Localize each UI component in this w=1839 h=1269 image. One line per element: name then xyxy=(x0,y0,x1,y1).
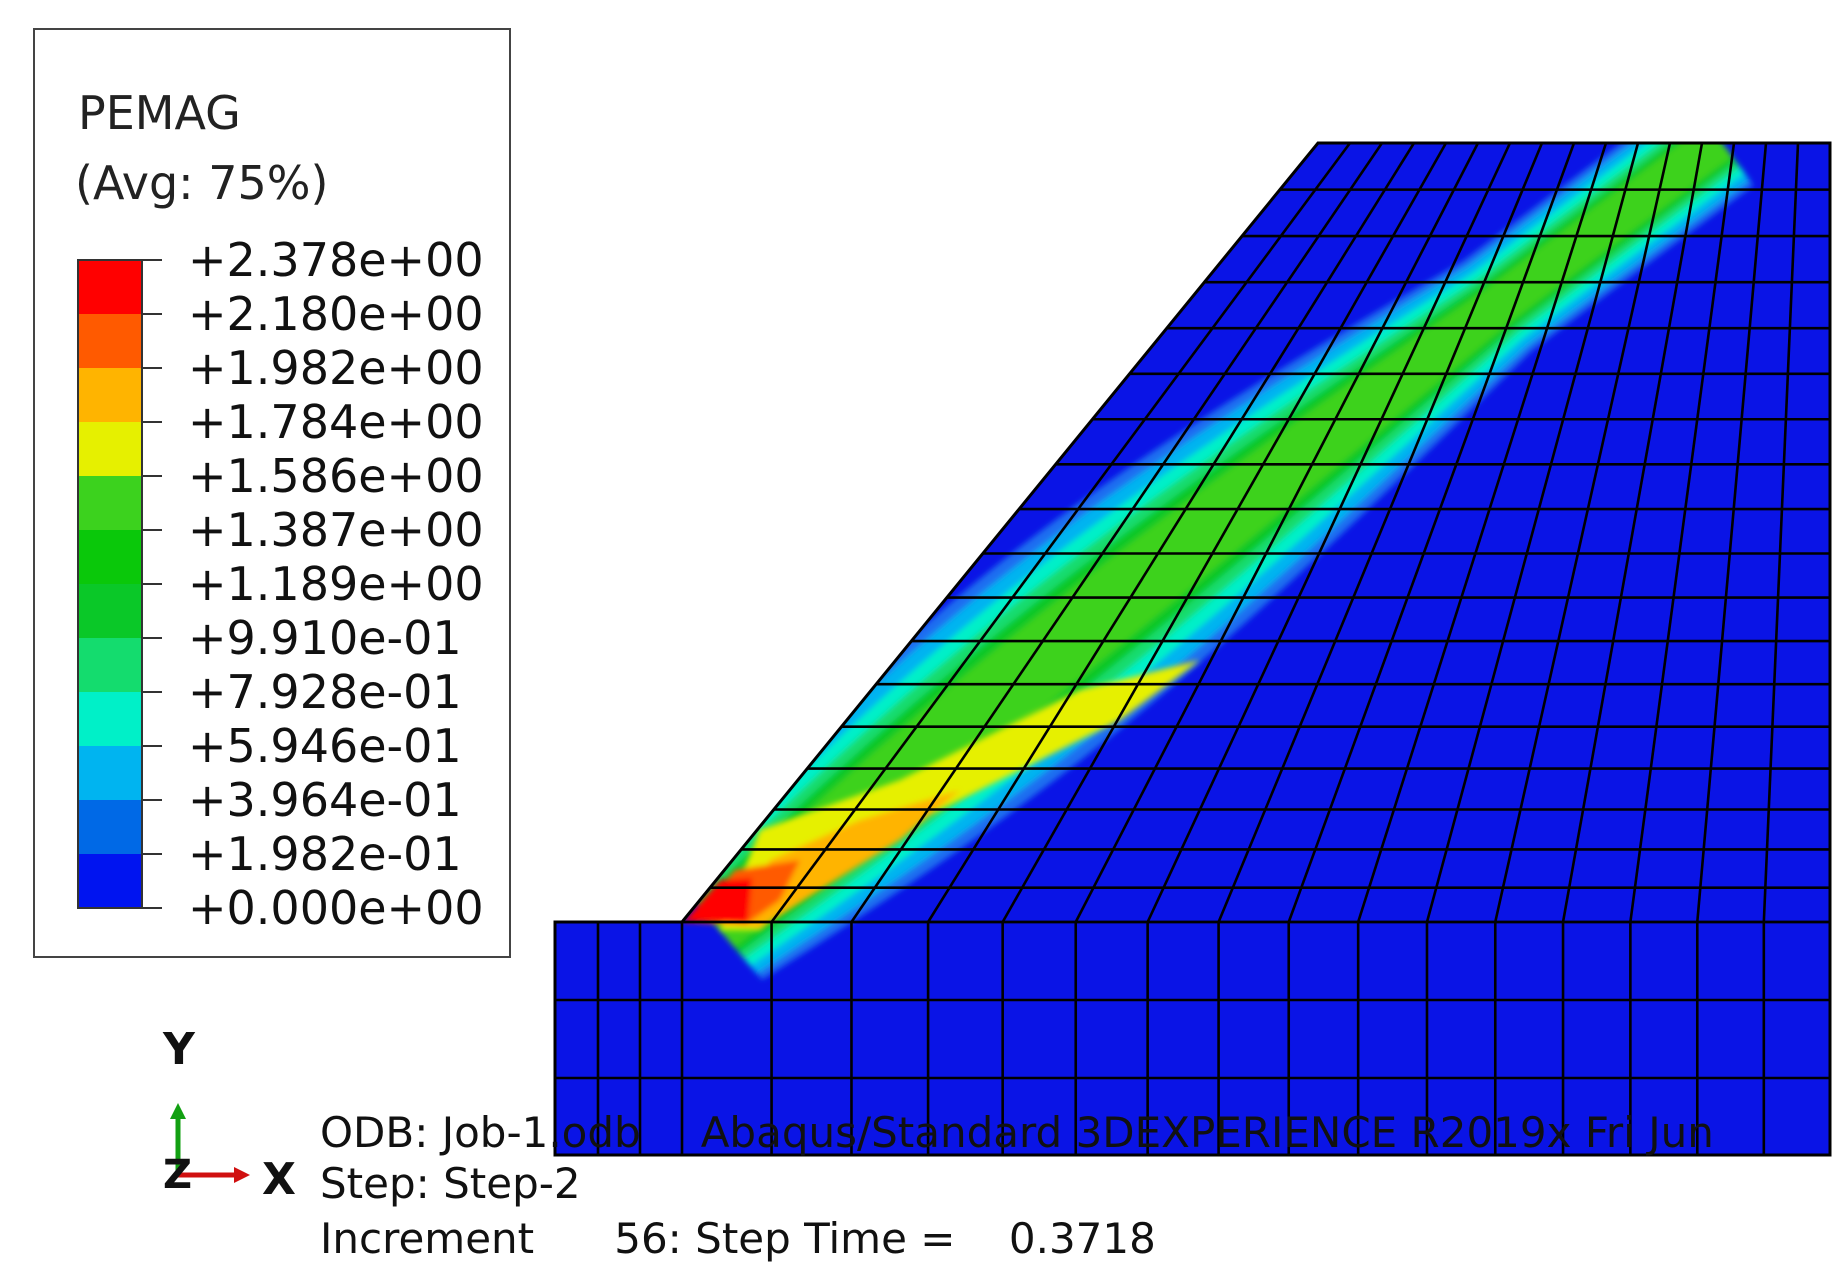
info-increment: Increment 56: Step Time = 0.3718 xyxy=(320,1214,1156,1263)
legend-band xyxy=(78,314,142,368)
legend-tick-label: +9.910e-01 xyxy=(188,611,462,665)
mesh-line xyxy=(1762,143,1800,923)
mesh-line xyxy=(1356,143,1608,923)
legend-band xyxy=(78,746,142,800)
legend-tick-label: +7.928e-01 xyxy=(188,665,462,719)
legend-band xyxy=(78,692,142,746)
mesh-line xyxy=(770,143,1352,923)
mesh-line xyxy=(1561,143,1704,923)
coordinate-triad-icon xyxy=(170,1103,250,1183)
legend-tick-label: +2.180e+00 xyxy=(188,287,484,341)
legend-band xyxy=(78,260,142,314)
legend-band xyxy=(78,854,142,908)
triad-y-label: Y xyxy=(163,1024,195,1075)
legend-band xyxy=(78,530,142,584)
mesh-line xyxy=(1217,143,1544,923)
mesh-line xyxy=(1074,143,1480,923)
legend-band xyxy=(78,584,142,638)
legend-tick-label: +1.586e+00 xyxy=(188,449,484,503)
legend-tick-label: +2.378e+00 xyxy=(188,233,484,287)
mesh-line xyxy=(850,143,1384,923)
legend-color-bar xyxy=(77,259,162,909)
legend-tick-label: +5.946e-01 xyxy=(188,719,462,773)
mesh-line xyxy=(1287,143,1576,923)
contour-band xyxy=(683,878,752,922)
legend-tick-label: +1.784e+00 xyxy=(188,395,484,449)
legend-band xyxy=(78,368,142,422)
triad-x-label: X xyxy=(262,1154,296,1205)
mesh-line xyxy=(1695,143,1768,923)
legend-tick-label: +1.982e-01 xyxy=(188,827,462,881)
info-step: Step: Step-2 xyxy=(320,1159,581,1208)
contour-band xyxy=(740,790,960,928)
legend-band xyxy=(78,422,142,476)
legend-band xyxy=(78,638,142,692)
info-odb-name: ODB: Job-1.odb xyxy=(320,1108,641,1157)
legend-averaging: (Avg: 75%) xyxy=(75,156,329,210)
mesh-line xyxy=(1146,143,1512,923)
mesh-line xyxy=(926,143,1416,923)
legend-band xyxy=(78,476,142,530)
mesh-line xyxy=(1493,143,1672,923)
legend-tick-label: +1.387e+00 xyxy=(188,503,484,557)
legend-tick-label: +0.000e+00 xyxy=(188,881,484,935)
info-solver: Abaqus/Standard 3DEXPERIENCE R2019x Fri … xyxy=(700,1108,1714,1157)
mesh-line xyxy=(1425,143,1640,923)
mesh-outline xyxy=(553,141,1832,1157)
triad-z-label: Z xyxy=(163,1152,193,1198)
mesh-line xyxy=(1629,143,1736,923)
legend-variable: PEMAG xyxy=(78,86,241,140)
mesh-line xyxy=(1001,143,1448,923)
info-odb: ODB: Job-1.odb Abaqus/Standard 3DEXPERIEN… xyxy=(320,1112,1714,1154)
legend-band xyxy=(78,800,142,854)
legend-tick-label: +3.964e-01 xyxy=(188,773,462,827)
legend-tick-label: +1.189e+00 xyxy=(188,557,484,611)
legend-tick-label: +1.982e+00 xyxy=(188,341,484,395)
